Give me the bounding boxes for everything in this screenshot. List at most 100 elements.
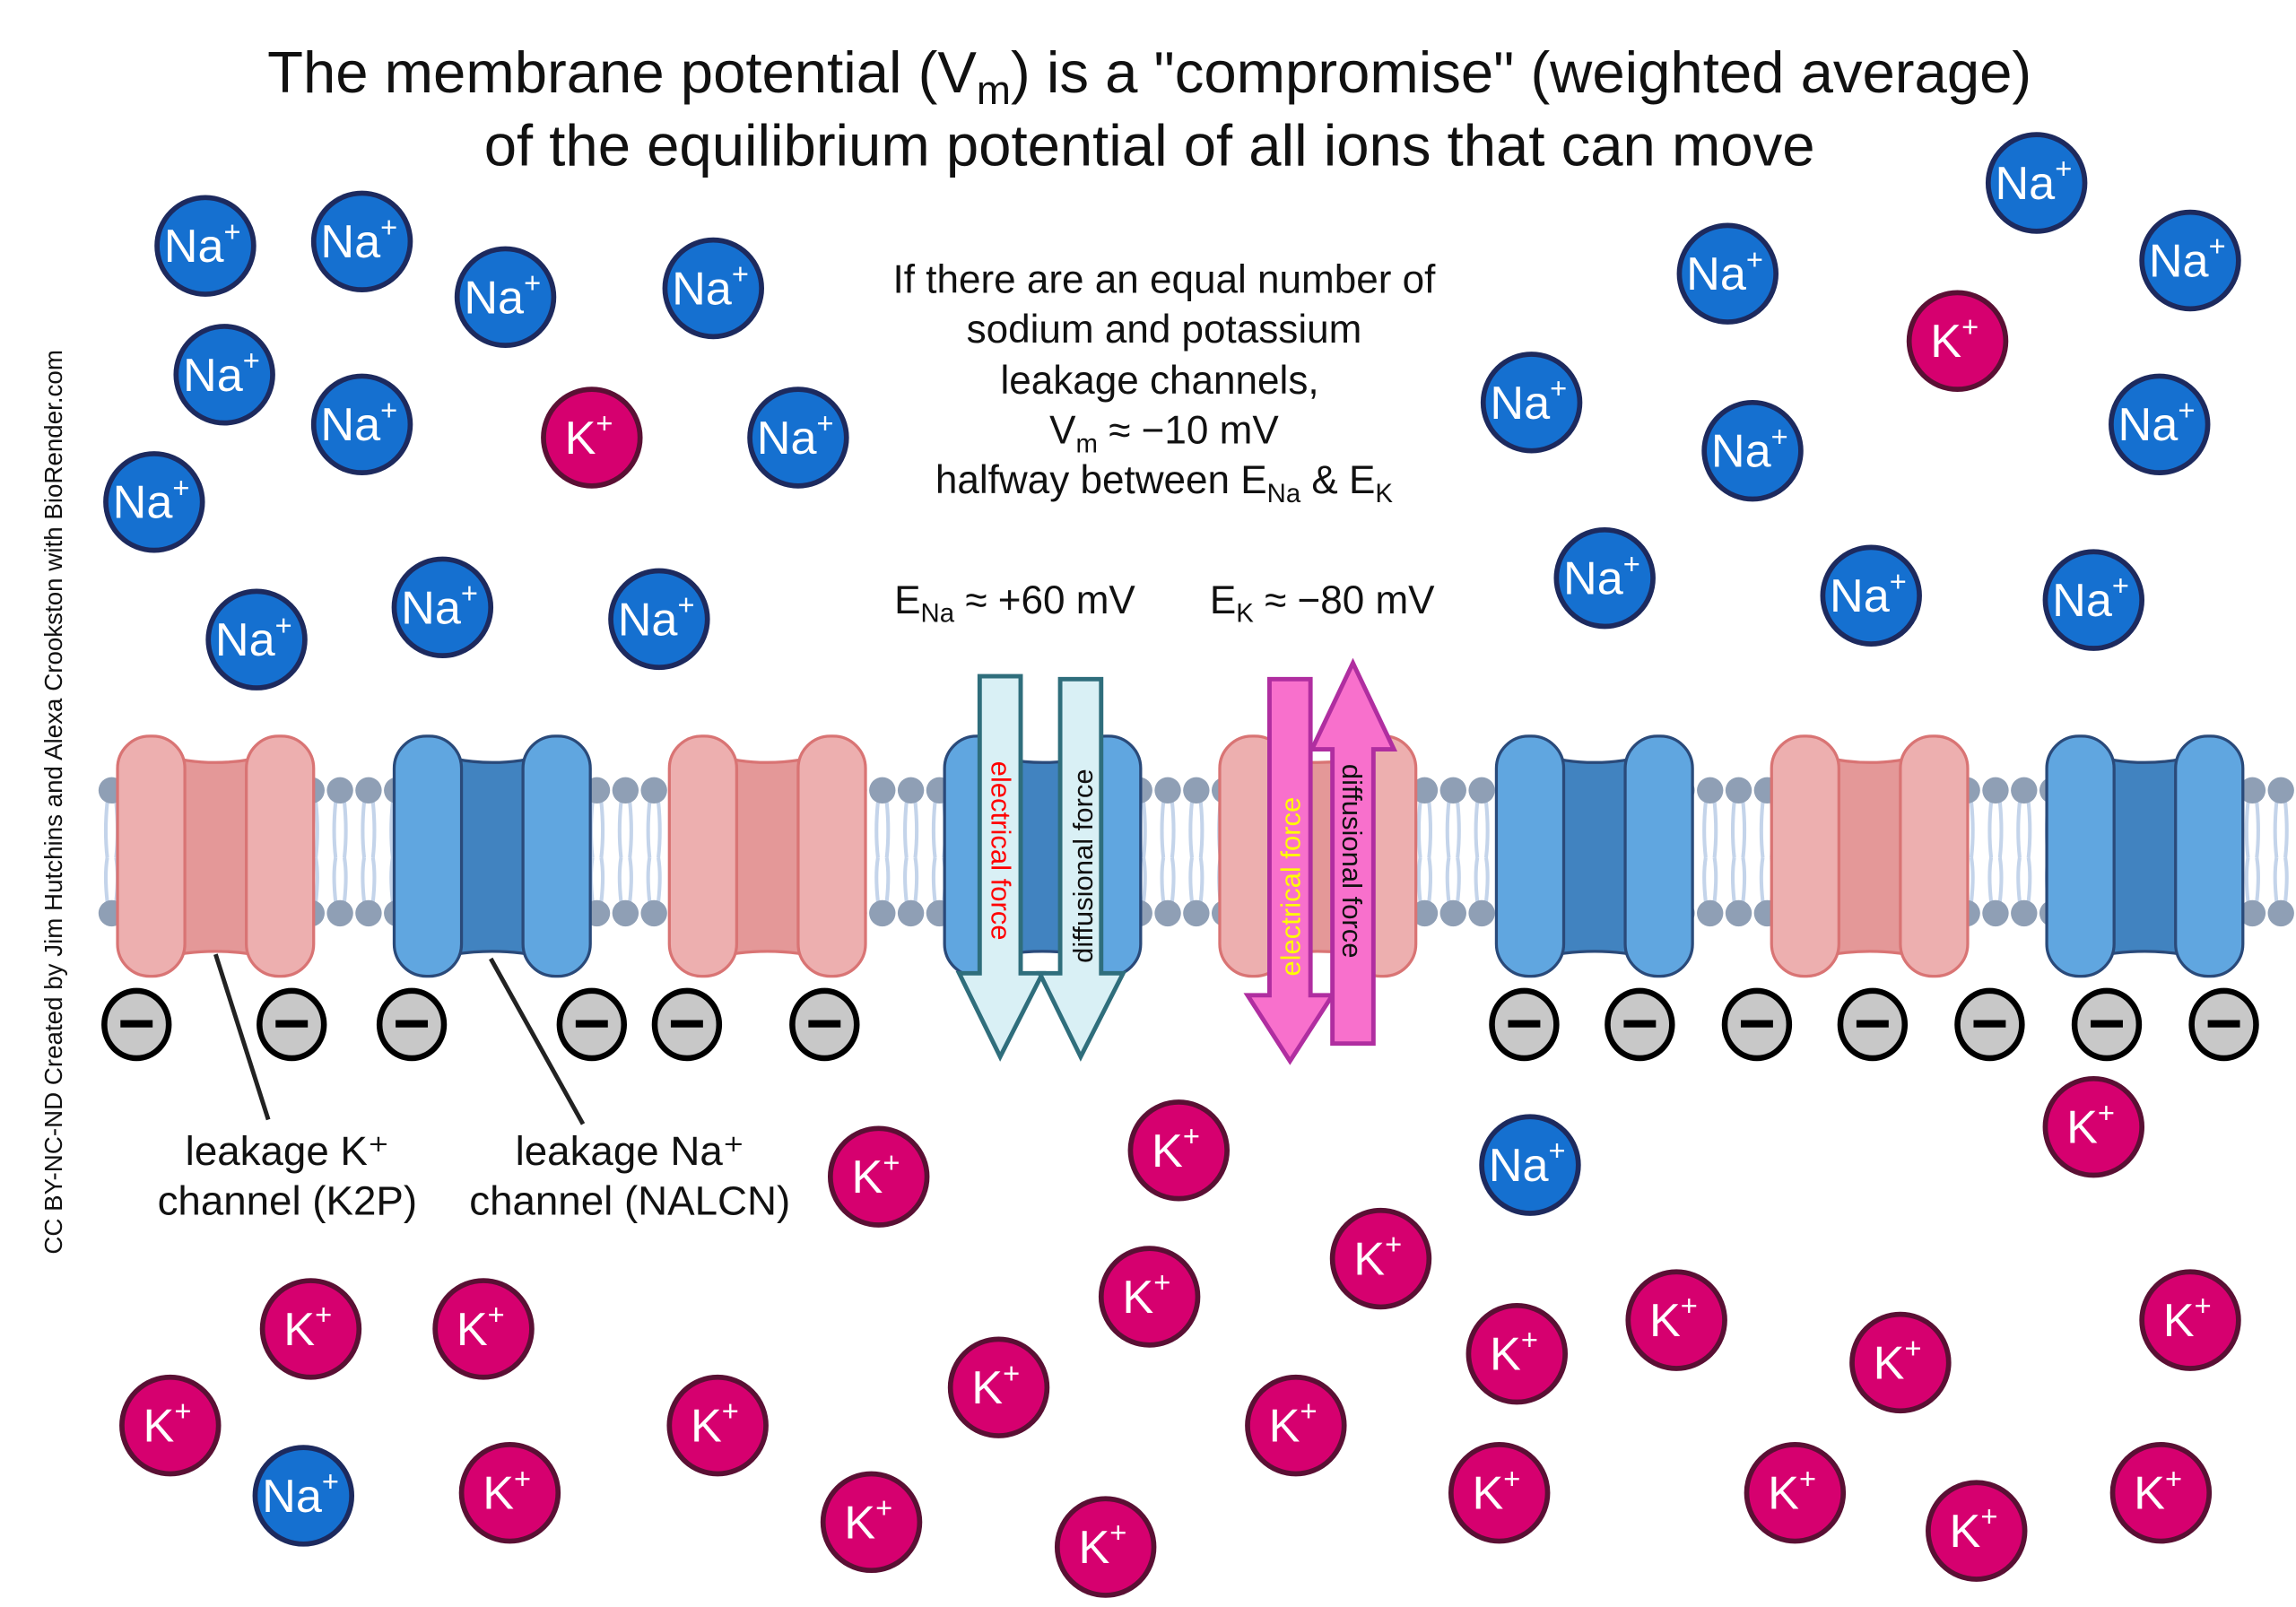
ion-label: Na+	[262, 1464, 339, 1523]
ion-label: K+	[144, 1394, 192, 1453]
sodium-ion: Na+	[1701, 399, 1804, 502]
leakage-k-channel	[667, 734, 867, 978]
ion-label: Na+	[2052, 569, 2129, 627]
sodium-ion: Na+	[662, 237, 764, 340]
sodium-ion: Na+	[608, 568, 710, 671]
leakage-k-channel	[1218, 734, 1418, 978]
sodium-ion: Na+	[173, 324, 275, 426]
negative-charge-icon	[2071, 987, 2143, 1062]
potassium-ion: K+	[259, 1278, 362, 1380]
ion-label: Na+	[464, 265, 541, 324]
negative-charge-icon	[1721, 987, 1793, 1062]
sodium-ion: Na+	[310, 373, 413, 476]
k-channel-pointer	[213, 953, 271, 1121]
ion-label: K+	[283, 1298, 332, 1356]
potassium-ion: K+	[1849, 1311, 1952, 1414]
sodium-ion: Na+	[2139, 209, 2241, 312]
info-line-3: leakage channels,	[1001, 359, 1319, 403]
negative-charge-icon	[257, 987, 327, 1062]
ion-label: K+	[1874, 1332, 1922, 1390]
potassium-ion: K+	[1465, 1302, 1568, 1405]
phospholipid	[2267, 777, 2294, 927]
ion-label: Na+	[1563, 547, 1640, 605]
potassium-ion: K+	[541, 387, 643, 489]
negative-charge-icon	[789, 987, 860, 1062]
ion-label: Na+	[113, 471, 190, 529]
leakage-na-channel	[1494, 734, 1694, 978]
ion-label: K+	[844, 1490, 892, 1549]
ion-label: Na+	[401, 576, 478, 634]
ion-label: Na+	[1830, 564, 1907, 622]
ion-label: K+	[1122, 1265, 1170, 1324]
sodium-ion: Na+	[252, 1445, 355, 1547]
potassium-ion: K+	[1926, 1480, 2028, 1582]
ion-label: K+	[2066, 1096, 2115, 1154]
potassium-ion: K+	[1744, 1441, 1847, 1544]
potassium-ion: K+	[432, 1278, 535, 1380]
ion-label: K+	[1152, 1119, 1200, 1177]
sodium-ion: Na+	[454, 246, 557, 349]
phospholipid	[1468, 777, 1495, 927]
k-channel-label-2: channel (K2P)	[158, 1178, 418, 1224]
k-channel-label-1: leakage K⁺	[186, 1128, 389, 1174]
sodium-ion: Na+	[1553, 526, 1656, 630]
na-diffusional-force-arrow	[1036, 676, 1127, 1062]
ion-label: K+	[1490, 1323, 1538, 1381]
potassium-ion: K+	[1054, 1496, 1157, 1598]
phospholipid	[869, 777, 896, 927]
sodium-ion: Na+	[205, 588, 308, 691]
ion-label: K+	[1950, 1499, 1998, 1558]
ion-label: Na+	[183, 343, 260, 402]
ena-label: ENa ≈ +60 mV	[894, 578, 1135, 629]
leakage-na-channel	[943, 734, 1143, 978]
potassium-ion: K+	[1906, 290, 2009, 392]
potassium-ion: K+	[2042, 1075, 2145, 1178]
k-electrical-force-arrow	[1243, 676, 1337, 1065]
title-line-1: The membrane potential (Vm) is a "compro…	[267, 39, 2031, 113]
ion-label: K+	[1930, 309, 1979, 368]
leakage-k-channel	[1770, 734, 1970, 978]
ion-label: K+	[691, 1394, 739, 1453]
sodium-ion: Na+	[747, 387, 849, 489]
info-line-2: sodium and potassium	[967, 308, 1362, 352]
potassium-ion: K+	[119, 1374, 222, 1477]
ion-label: K+	[1269, 1394, 1318, 1453]
k-force-arrows: electrical force diffusional force	[1243, 657, 1398, 1065]
phospholipid	[2239, 777, 2266, 927]
phospholipid	[1439, 777, 1466, 927]
ion-label: K+	[1078, 1516, 1126, 1574]
negative-charge-icon	[556, 987, 627, 1062]
potassium-ion: K+	[1127, 1099, 1230, 1202]
info-line-1: If there are an equal number of	[893, 257, 1437, 301]
na-diffusional-force-label: diffusional force	[1067, 769, 1099, 963]
negative-charges	[101, 987, 2259, 1062]
potassium-ion: K+	[458, 1441, 561, 1544]
leakage-na-channel	[2045, 734, 2245, 978]
ion-label: K+	[1472, 1462, 1520, 1520]
negative-charge-icon	[1605, 987, 1675, 1062]
credit-text: CC BY-NC-ND Created by Jim Hutchins and …	[39, 350, 67, 1255]
ion-label: Na+	[1686, 242, 1763, 300]
phospholipid	[1154, 777, 1181, 927]
phospholipid	[1982, 777, 2009, 927]
ion-label: K+	[1353, 1228, 1402, 1286]
phospholipid	[640, 777, 667, 927]
negative-charge-icon	[1954, 987, 2025, 1062]
sodium-ion: Na+	[310, 190, 413, 293]
sodium-ion: Na+	[1676, 222, 1779, 325]
ion-label: Na+	[320, 210, 397, 268]
sodium-ion: Na+	[1480, 352, 1583, 454]
info-line-5: halfway between ENa & EK	[935, 458, 1394, 508]
ion-label: Na+	[757, 406, 834, 465]
na-electrical-force-label: electrical force	[985, 761, 1016, 941]
na-channel-pointer	[489, 957, 586, 1125]
sodium-ion: Na+	[103, 451, 205, 553]
ion-label: K+	[457, 1298, 505, 1356]
ion-label: Na+	[618, 587, 695, 646]
potassium-ion: K+	[947, 1336, 1050, 1438]
phospholipid	[355, 777, 382, 927]
ion-label: K+	[1768, 1462, 1816, 1520]
sodium-ion: Na+	[154, 195, 257, 297]
ion-label: Na+	[320, 393, 397, 451]
